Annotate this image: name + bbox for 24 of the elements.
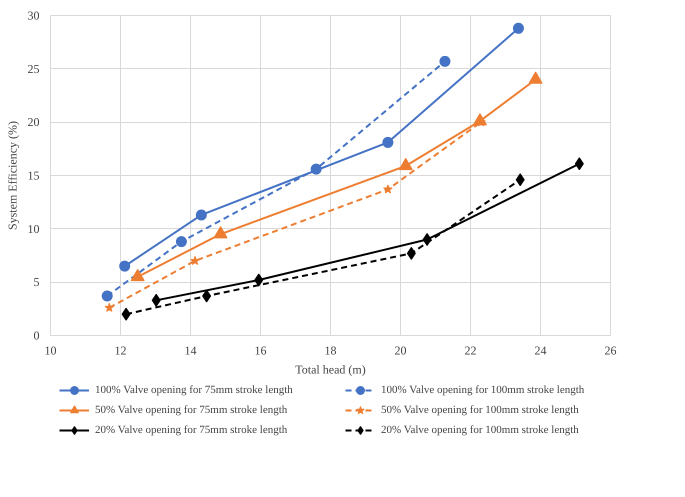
y-tick-label: 10 [28,222,40,236]
y-tick-label: 20 [28,115,40,130]
x-tick-label: 18 [324,344,336,358]
legend-label: 20% Valve opening for 75mm stroke length [95,423,288,437]
legend-label: 100% Valve opening for 75mm stroke length [95,383,294,397]
y-axis-title: System Efficiency (%) [6,120,20,230]
y-tick-label: 5 [34,275,40,290]
x-tick-label: 12 [114,344,126,358]
y-tick-label: 30 [28,8,40,22]
y-tick-label: 0 [34,328,40,342]
legend-label: 20% Valve opening for 100mm stroke length [381,423,580,437]
x-tick-label: 24 [534,344,546,358]
y-tick-label: 15 [28,168,40,182]
x-tick-label: 10 [44,344,56,358]
x-axis-title: Total head (m) [295,362,366,376]
x-tick-label: 16 [254,344,266,358]
x-tick-label: 20 [394,344,406,358]
legend-label: 100% Valve opening for 100mm stroke length [381,383,586,397]
legend-label: 50% Valve opening for 100mm stroke length [381,403,580,417]
x-tick-label: 22 [464,344,476,358]
x-tick-label: 14 [184,344,196,358]
x-tick-label: 26 [604,344,616,358]
legend-label: 50% Valve opening for 75mm stroke length [95,403,288,417]
y-tick-label: 25 [28,62,40,76]
